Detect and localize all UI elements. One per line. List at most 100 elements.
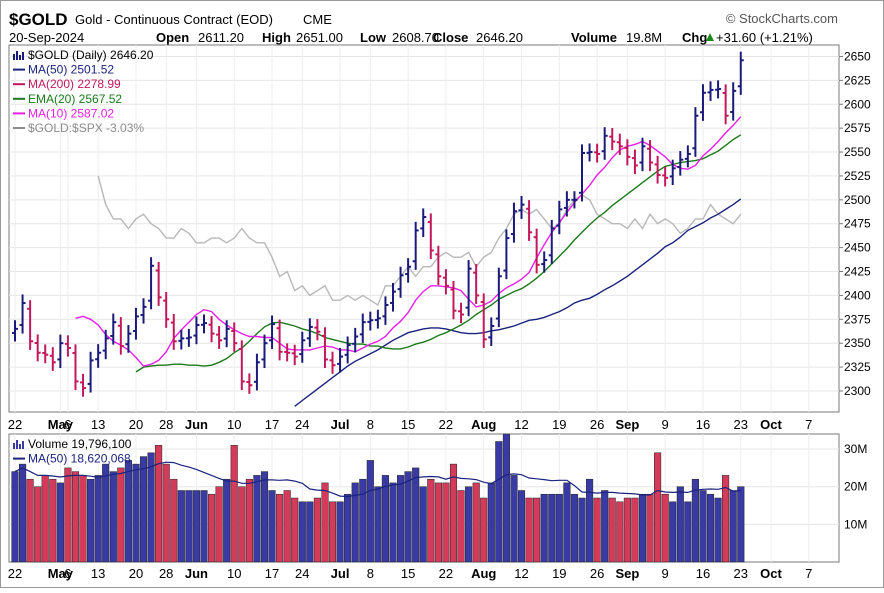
volume-bars-icon [13,440,24,449]
time-tick-label: May [48,566,74,581]
time-tick-label: Jun [185,566,208,581]
volume-bar [676,486,684,563]
time-tick-label: 12 [514,566,528,581]
time-tick-label: 26 [590,417,604,432]
volume-bar [465,486,473,563]
stat-value: +31.60 (+1.21%) [716,30,813,45]
symbol-title: $GOLD [9,10,68,29]
volume-bar [563,482,571,563]
volume-bar [276,493,284,563]
volume-bar [41,475,49,563]
volume-tick-label: 30M [844,442,867,456]
price-tick-label: 2325 [844,360,871,374]
volume-bar [404,471,412,563]
time-tick-label: 7 [805,566,812,581]
time-tick-label: Aug [471,566,496,581]
volume-bar [64,467,72,563]
time-tick-label: 16 [696,566,710,581]
volume-bar [19,463,27,563]
legend-label: Volume 19,796,100 [28,437,132,451]
time-tick-label: 10 [227,566,241,581]
volume-bar [170,478,178,563]
price-tick-label: 2525 [844,169,871,183]
time-tick-label: 24 [295,417,309,432]
stat-value: 2611.20 [198,30,244,45]
stat-label: Low [360,30,387,45]
volume-bar [56,482,64,563]
volume-bar [638,493,647,563]
volume-bar [434,482,442,563]
volume-bar [646,493,654,563]
time-tick-label: 22 [8,417,22,432]
time-tick-label: 22 [439,417,453,432]
time-tick-label: Oct [760,417,782,432]
time-tick-label: 9 [662,417,669,432]
volume-bar [495,441,503,563]
time-tick-label: Aug [471,417,496,432]
stat-value: 2651.00 [296,30,343,45]
time-tick-label: 12 [514,417,528,432]
volume-bar [102,463,110,563]
legend-label: MA(10) 2587.02 [28,106,114,120]
indicator-lines [75,116,742,407]
volume-bar [669,501,677,563]
volume-tick-label: 20M [844,480,867,494]
volume-bar [109,471,117,563]
time-tick-label: 22 [439,566,453,581]
price-tick-label: 2450 [844,241,871,255]
volume-bar [11,471,19,563]
volume-bar [661,493,669,563]
time-tick-label: Sep [615,566,639,581]
volume-bar [570,493,578,563]
time-tick-label: 19 [552,417,566,432]
price-axis: 2300 2325 2350 2375 2400 2425 2450 2475 2500 2525… [839,49,871,398]
time-tick-label: 17 [265,566,279,581]
price-tick-label: 2300 [844,384,871,398]
ma10-line [75,116,742,367]
legend-label: MA(50) 2501.52 [28,63,114,77]
volume-bar [442,482,450,563]
volume-bar [616,501,624,563]
time-tick-label: 15 [401,566,415,581]
volume-bar [359,478,367,563]
volume-bar [139,456,148,563]
time-tick-label: 8 [367,566,374,581]
price-tick-label: 2575 [844,121,871,135]
volume-bar [306,501,314,563]
time-tick-label: Jun [185,417,208,432]
volume-ma-line [14,461,741,498]
price-tick-label: 2475 [844,217,871,231]
time-tick-label: May [48,417,74,432]
stat-label: Volume [571,30,617,45]
volume-bar [608,497,616,563]
volume-bar [155,445,163,563]
volume-bar [124,460,132,563]
volume-bar [654,452,662,563]
volume-bar [472,482,480,563]
volume-bar [623,497,631,563]
volume-bar [586,478,594,563]
stat-value: 2608.70 [392,30,439,45]
volume-bar [298,501,306,563]
price-bars [12,51,744,397]
stat-value: 2646.20 [476,30,523,45]
time-tick-label: 23 [734,417,748,432]
volume-bar [412,467,420,563]
time-tick-label: 6 [64,417,71,432]
volume-bar [555,493,563,563]
volume-bar [389,482,397,563]
volume-bar [397,475,405,563]
time-tick-label: 17 [265,417,279,432]
volume-bar [510,475,518,563]
volume-bar [684,501,692,563]
volume-bar [185,490,193,563]
volume-bar [313,497,321,563]
volume-bars [11,433,745,563]
volume-bar [699,490,707,563]
time-tick-label: 6 [64,566,71,581]
price-gridlines [9,55,839,392]
volume-bar [344,493,352,563]
